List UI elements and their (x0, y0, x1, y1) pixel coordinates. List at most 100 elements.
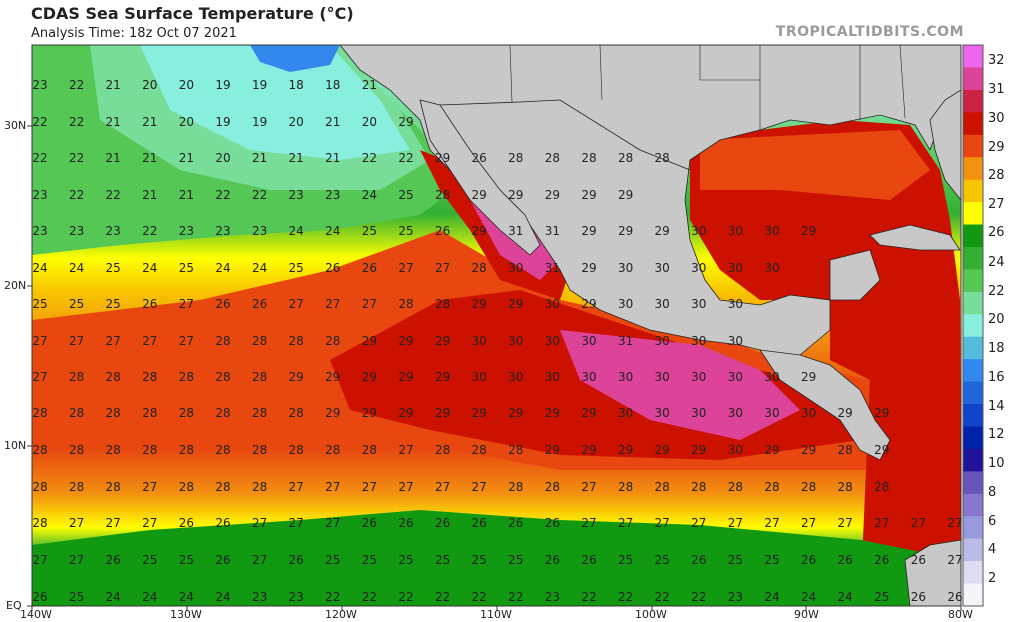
sst-value-label: 27 (325, 516, 340, 530)
sst-value-label: 22 (69, 115, 84, 129)
sst-value-label: 29 (472, 188, 487, 202)
sst-value-label: 22 (618, 590, 633, 604)
lon-label: 140W (20, 608, 52, 621)
sst-value-label: 28 (215, 480, 230, 494)
sst-value-label: 30 (655, 261, 670, 275)
sst-value-label: 31 (545, 261, 560, 275)
sst-value-label: 27 (801, 516, 816, 530)
sst-value-label: 31 (618, 334, 633, 348)
sst-value-label: 28 (215, 443, 230, 457)
sst-value-label: 21 (325, 115, 340, 129)
sst-value-label: 27 (911, 516, 926, 530)
sst-value-label: 30 (728, 224, 743, 238)
sst-value-label: 28 (215, 370, 230, 384)
sst-value-label: 30 (691, 297, 706, 311)
sst-value-label: 25 (508, 553, 523, 567)
colorbar-swatch (963, 583, 983, 607)
sst-value-label: 29 (801, 224, 816, 238)
sst-value-label: 26 (581, 553, 596, 567)
sst-value-label: 28 (142, 370, 157, 384)
state-borders (509, 45, 906, 130)
sst-value-label: 27 (32, 334, 47, 348)
colorbar-swatch (963, 404, 983, 427)
sst-value-label: 27 (398, 443, 413, 457)
sst-value-label: 25 (362, 224, 377, 238)
sst-value-label: 27 (106, 516, 121, 530)
colorbar-label: 24 (988, 255, 1005, 270)
lon-label: 100W (635, 608, 667, 621)
sst-value-label: 30 (618, 406, 633, 420)
sst-value-label: 26 (545, 516, 560, 530)
sst-value-label: 27 (581, 516, 596, 530)
sst-value-label: 30 (764, 370, 779, 384)
sst-value-label: 30 (691, 334, 706, 348)
sst-value-label: 24 (69, 261, 84, 275)
sst-value-label: 23 (289, 590, 304, 604)
sst-value-label: 29 (581, 224, 596, 238)
sst-value-label: 24 (252, 261, 267, 275)
sst-value-label: 22 (398, 151, 413, 165)
sst-value-label: 26 (874, 553, 889, 567)
colorbar-swatch (963, 134, 983, 158)
sst-value-label: 23 (545, 590, 560, 604)
colorbar-label: 8 (988, 485, 996, 500)
sst-value-label: 29 (508, 188, 523, 202)
sst-value-label: 28 (179, 406, 194, 420)
axis-ticks (27, 125, 962, 611)
sst-value-label: 24 (215, 261, 230, 275)
sst-value-label: 28 (325, 443, 340, 457)
sst-value-label: 30 (508, 261, 523, 275)
sst-value-label: 21 (179, 151, 194, 165)
sst-value-label: 27 (69, 553, 84, 567)
sst-value-label: 21 (179, 188, 194, 202)
sst-value-label: 26 (398, 516, 413, 530)
sst-value-label: 19 (215, 78, 230, 92)
sst-value-label: 28 (69, 370, 84, 384)
sst-value-label: 22 (142, 224, 157, 238)
colorbar-swatch (963, 269, 983, 293)
sst-value-label: 26 (179, 516, 194, 530)
sst-value-label: 26 (106, 553, 121, 567)
sst-value-label: 21 (252, 151, 267, 165)
sst-value-label: 27 (947, 553, 962, 567)
sst-value-label: 21 (106, 115, 121, 129)
sst-value-label: 24 (32, 261, 47, 275)
sst-value-label: 29 (362, 370, 377, 384)
colorbar-label: 27 (988, 197, 1005, 212)
sst-value-label: 29 (435, 406, 450, 420)
sst-value-label: 28 (472, 443, 487, 457)
sst-value-label: 30 (655, 334, 670, 348)
sst-value-label: 28 (325, 334, 340, 348)
sst-value-label: 27 (435, 261, 450, 275)
sst-value-label: 28 (106, 443, 121, 457)
sst-value-label: 24 (289, 224, 304, 238)
sst-value-label: 30 (581, 370, 596, 384)
sst-value-label: 29 (362, 334, 377, 348)
sst-value-label: 29 (325, 370, 340, 384)
sst-value-label: 25 (728, 553, 743, 567)
sst-value-label: 27 (32, 553, 47, 567)
baja-california (419, 99, 541, 256)
sst-value-label: 30 (472, 334, 487, 348)
sst-value-label: 26 (508, 516, 523, 530)
sst-value-label: 30 (618, 370, 633, 384)
cuba (869, 224, 961, 251)
central-america (759, 349, 891, 461)
sst-value-label: 26 (545, 553, 560, 567)
sst-value-label: 28 (69, 480, 84, 494)
sst-value-label: 30 (618, 261, 633, 275)
colorbar-swatch (963, 202, 983, 226)
sst-value-label: 29 (655, 224, 670, 238)
sst-value-label: 25 (362, 553, 377, 567)
sst-value-label: 28 (289, 334, 304, 348)
sst-value-label: 28 (179, 443, 194, 457)
sst-value-label: 29 (325, 406, 340, 420)
sst-value-label: 29 (398, 115, 413, 129)
sst-value-label: 26 (838, 553, 853, 567)
sst-value-label: 27 (142, 516, 157, 530)
chart-title: CDAS Sea Surface Temperature (°C) (31, 4, 354, 23)
sst-value-label: 21 (362, 78, 377, 92)
colorbar-swatch (963, 336, 983, 360)
colorbar-label: 31 (988, 82, 1005, 97)
sst-value-label: 29 (508, 406, 523, 420)
